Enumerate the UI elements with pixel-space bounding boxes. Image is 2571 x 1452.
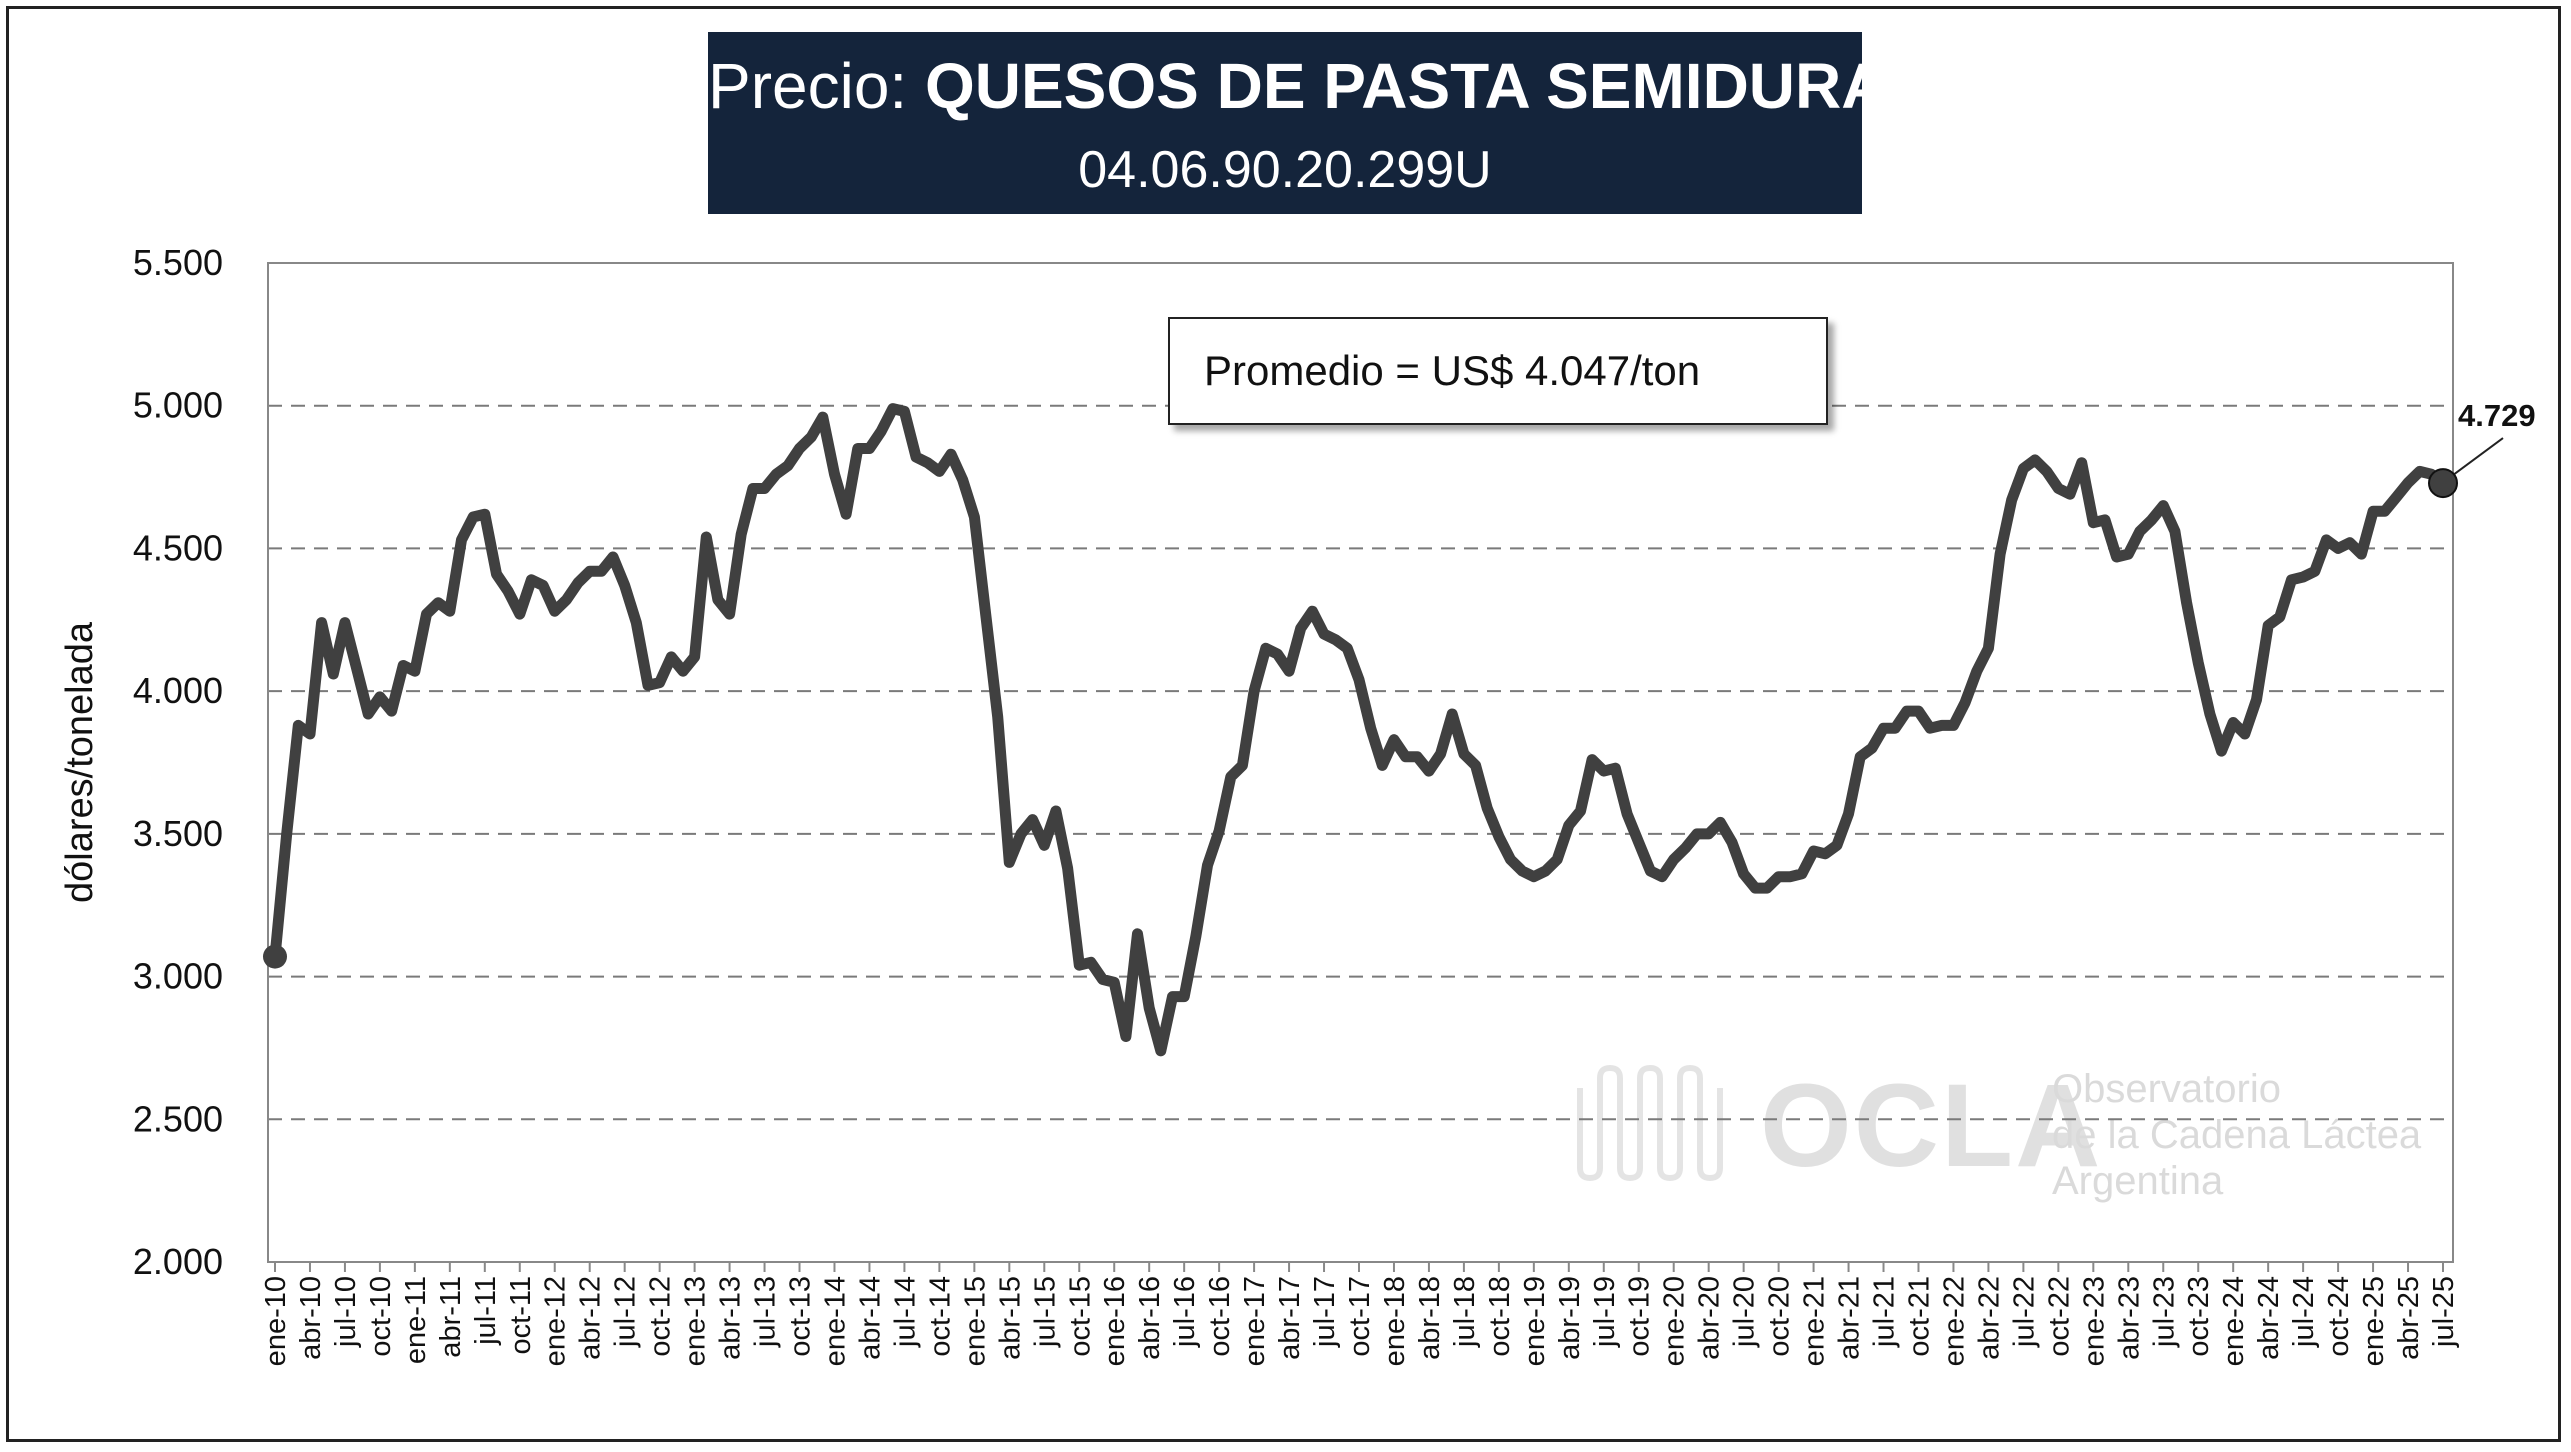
chart-frame [6, 6, 2561, 1442]
x-tick-label: abr-12 [575, 1276, 607, 1360]
waveform-logo-icon [1577, 1064, 1723, 1182]
x-tick-label: jul-24 [2288, 1276, 2320, 1348]
x-tick-label: ene-11 [400, 1276, 432, 1364]
ocla-watermark: OCLA Observatorio de la Cadena Láctea Ar… [1570, 1058, 2470, 1218]
last-value-leader-line [2452, 437, 2504, 476]
x-tick-label: ene-14 [819, 1276, 851, 1366]
plot-area [267, 262, 2454, 1263]
y-tick-label: 2.500 [133, 1098, 223, 1139]
x-tick-label: ene-25 [2358, 1276, 2390, 1366]
x-tick-label: ene-12 [540, 1276, 572, 1366]
x-tick-label: oct-12 [645, 1276, 677, 1357]
x-tick-label: oct-23 [2183, 1276, 2215, 1357]
x-tick-label: ene-17 [1239, 1276, 1271, 1366]
x-tick-label: jul-23 [2148, 1276, 2180, 1348]
y-tick-label: 3.500 [133, 813, 223, 854]
x-tick-label: jul-18 [1449, 1276, 1481, 1348]
last-point-marker [2428, 468, 2458, 499]
grid-lines [268, 404, 2453, 1121]
x-tick-label: abr-14 [854, 1276, 886, 1360]
x-tick-label: abr-11 [435, 1276, 467, 1358]
watermark-line-2: de la Cadena Láctea [2052, 1113, 2422, 1157]
x-tick-label: oct-10 [365, 1276, 397, 1357]
average-annotation: Promedio = US$ 4.047/ton [1168, 317, 1828, 425]
watermark-line-1: Observatorio [2052, 1067, 2281, 1111]
x-tick-label: ene-21 [1799, 1276, 1831, 1366]
x-tick-label: oct-24 [2323, 1276, 2355, 1357]
x-tick-label: abr-22 [1973, 1276, 2005, 1360]
series-line [269, 403, 2449, 1057]
x-tick-label: abr-25 [2393, 1276, 2425, 1360]
title-prefix: Precio: [708, 50, 908, 122]
y-axis-label: dólares/tonelada [59, 621, 101, 903]
last-value-label: 4.729 [2458, 398, 2536, 433]
watermark-logo-text: OCLA [1760, 1060, 2103, 1192]
y-axis: 2.000 2.500 3.000 3.500 4.000 4.500 5.000 5.500 [133, 242, 223, 1282]
x-tick-label: oct-16 [1204, 1276, 1236, 1357]
x-tick-label: oct-14 [924, 1276, 956, 1357]
x-tick-label: abr-24 [2253, 1276, 2285, 1360]
x-tick-label: jul-10 [330, 1276, 362, 1348]
x-tick-label: jul-16 [1169, 1276, 1201, 1348]
x-tick-label: jul-19 [1589, 1276, 1621, 1348]
x-tick-label: oct-17 [1344, 1276, 1376, 1357]
watermark-line-3: Argentina [2052, 1159, 2224, 1203]
x-tick-label: oct-18 [1484, 1276, 1516, 1357]
x-tick-label: ene-24 [2218, 1276, 2250, 1366]
x-tick-label: abr-20 [1694, 1276, 1726, 1360]
x-tick-label: jul-11 [470, 1276, 502, 1346]
x-tick-label: ene-13 [680, 1276, 712, 1366]
x-tick-label: jul-22 [2008, 1276, 2040, 1348]
x-tick-label: ene-22 [1938, 1276, 1970, 1366]
x-tick-label: oct-22 [2043, 1276, 2075, 1357]
x-tick-label: jul-12 [610, 1276, 642, 1348]
x-tick-label: oct-21 [1903, 1276, 1935, 1357]
first-point-marker [263, 944, 287, 969]
x-tick-label: jul-20 [1729, 1276, 1761, 1348]
title-main: QUESOS DE PASTA SEMIDURA [924, 50, 1888, 122]
watermark-text: Observatorio de la Cadena Láctea Argenti… [2052, 1066, 2421, 1204]
x-tick-label: ene-23 [2078, 1276, 2110, 1366]
x-tick-label: jul-17 [1309, 1276, 1341, 1348]
x-tick-label: oct-15 [1064, 1276, 1096, 1357]
x-tick-label: abr-19 [1554, 1276, 1586, 1360]
y-tick-label: 4.500 [133, 527, 223, 568]
x-axis: ene-10 abr-10 jul-10 oct-10 ene-11 abr-11 jul-… [260, 1262, 2460, 1366]
y-tick-label: 5.500 [133, 242, 223, 283]
x-tick-label: abr-13 [715, 1276, 747, 1360]
y-tick-label: 5.000 [133, 385, 223, 426]
x-tick-label: abr-21 [1834, 1276, 1866, 1360]
x-tick-label: ene-18 [1379, 1276, 1411, 1366]
y-tick-label: 2.000 [133, 1241, 223, 1282]
x-tick-label: abr-10 [295, 1276, 327, 1360]
x-tick-label: jul-25 [2428, 1276, 2460, 1348]
product-code: 04.06.90.20.299U [1078, 141, 1492, 199]
x-tick-label: jul-13 [750, 1276, 782, 1348]
x-tick-label: oct-13 [785, 1276, 817, 1357]
x-tick-label: ene-15 [959, 1276, 991, 1366]
title-box: Precio: QUESOS DE PASTA SEMIDURA 04.06.9… [708, 32, 1887, 214]
x-tick-label: abr-23 [2113, 1276, 2145, 1360]
x-tick-label: ene-19 [1519, 1276, 1551, 1366]
x-tick-label: ene-10 [260, 1276, 292, 1366]
x-tick-label: jul-15 [1029, 1276, 1061, 1348]
x-tick-label: abr-15 [994, 1276, 1026, 1360]
x-tick-label: oct-11 [505, 1276, 537, 1354]
x-tick-label: jul-21 [1869, 1276, 1901, 1348]
x-tick-label: ene-16 [1099, 1276, 1131, 1366]
x-tick-label: oct-20 [1764, 1276, 1796, 1357]
y-tick-label: 4.000 [133, 670, 223, 711]
x-tick-label: oct-19 [1624, 1276, 1656, 1357]
x-tick-label: abr-18 [1414, 1276, 1446, 1360]
x-tick-label: abr-17 [1274, 1276, 1306, 1360]
chart-title: Precio: QUESOS DE PASTA SEMIDURA [708, 54, 1887, 118]
x-tick-label: abr-16 [1134, 1276, 1166, 1360]
x-tick-label: jul-14 [889, 1276, 921, 1348]
x-tick-label: ene-20 [1659, 1276, 1691, 1366]
y-tick-label: 3.000 [133, 956, 223, 997]
